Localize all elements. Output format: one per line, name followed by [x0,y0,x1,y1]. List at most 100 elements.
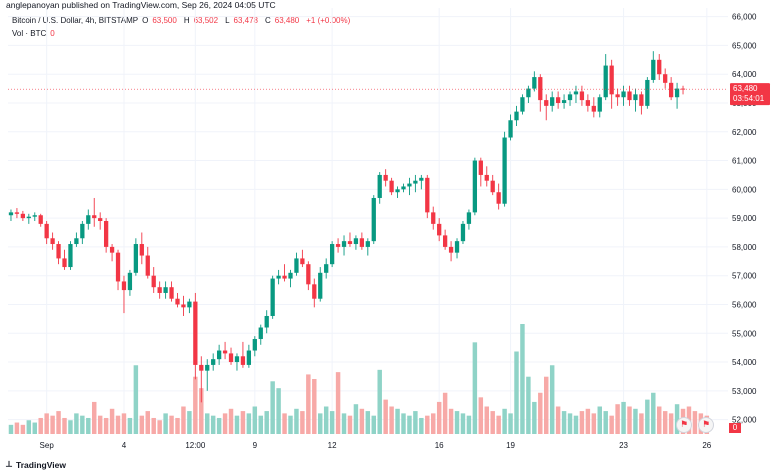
time-tick-label: 16 [435,441,444,450]
volume-bar [365,411,371,434]
candle-body [80,223,85,239]
candle-body [466,212,472,224]
candle-body [240,356,246,365]
candle-body [103,221,109,247]
candle [26,213,31,224]
volume-bar [597,406,602,434]
candle-body [472,160,478,213]
candle-body [74,238,79,245]
candle-body [377,174,382,198]
candle-body [425,177,430,213]
candle [680,85,686,95]
volume-bar [300,411,305,434]
candle [437,218,442,242]
candle-body [276,275,281,279]
candle-body [92,215,97,219]
volume-bar [591,413,597,434]
candle-body [32,215,37,217]
volume-bar [175,417,180,434]
candle [651,51,656,83]
candle-body [651,59,656,80]
close-label: C [265,16,271,25]
volume-bar [555,406,561,434]
candle-body [603,65,608,98]
candle [62,249,67,270]
candle [413,174,418,193]
volume-axis-badge: 0 [729,423,741,433]
volume-bar [234,415,240,434]
candle [389,177,394,196]
footer-brand: TradingView [16,460,66,470]
flag-icon[interactable]: ⚑ [676,417,692,433]
volume-bar [526,376,531,434]
candle-body [341,241,347,247]
time-tick-label: 19 [506,441,515,450]
volume-bar [163,413,168,434]
candle [561,94,567,109]
candle-body [555,97,561,103]
price-axis[interactable]: 52,000 53,000 54,000 55,000 56,000 57,000 58,0… [732,13,757,425]
volume-bar [454,411,460,434]
candle [133,238,139,276]
volume-bar [199,388,204,434]
volume-bar [38,417,43,434]
candle-body [145,255,150,276]
volume-bar [109,408,115,434]
candle [258,324,263,345]
candle [20,210,26,221]
footer: ⟂ TradingView [6,460,66,470]
volume-bar [276,388,281,434]
candle-body [395,189,400,193]
candle [157,281,162,299]
candle [395,186,400,198]
candle [163,281,168,299]
volume-bar [97,415,103,434]
volume-bar [157,420,162,434]
event-markers: ⚑ ⚑ [676,417,714,433]
candle [603,54,608,101]
volume-bar [32,422,37,434]
volume-bar [92,401,97,434]
candle [460,221,466,245]
volume-bar [544,376,549,434]
candle [419,174,424,190]
candle-body [490,180,495,193]
volume-bar [478,397,484,434]
candle [121,275,127,314]
candle [282,264,287,282]
flag-icon[interactable]: ⚑ [698,417,714,433]
volume-bar [383,399,388,434]
volume-bar [615,404,620,434]
volume-legend: Vol · BTC 0 [12,29,55,38]
candle-body [478,160,483,175]
candle [645,77,650,109]
time-axis[interactable]: Sep 4 12:00 9 12 16 19 23 26 [40,441,712,450]
candle [151,267,156,293]
grid [8,8,728,434]
volume-bar [115,415,121,434]
candle [490,174,495,196]
candle [377,172,382,204]
candle-body [401,186,406,190]
candle [288,269,293,288]
price-tick-label: 54,000 [732,358,757,367]
volume-bar [633,408,638,434]
open-label: O [142,16,149,25]
volume-bar [181,406,186,434]
candle-body [288,272,293,279]
volume-bar [68,420,73,434]
candle-body [526,88,531,98]
candle-body [484,174,489,181]
volume-bar [466,415,472,434]
candle [86,209,91,230]
volume-bar [264,411,269,434]
candle [514,105,519,127]
candle [80,221,85,245]
candle [657,54,662,80]
volume-bar [460,413,466,434]
volume-bar [609,415,614,434]
volume-bar [341,413,347,434]
volume-bar [579,411,585,434]
candle [139,232,144,265]
